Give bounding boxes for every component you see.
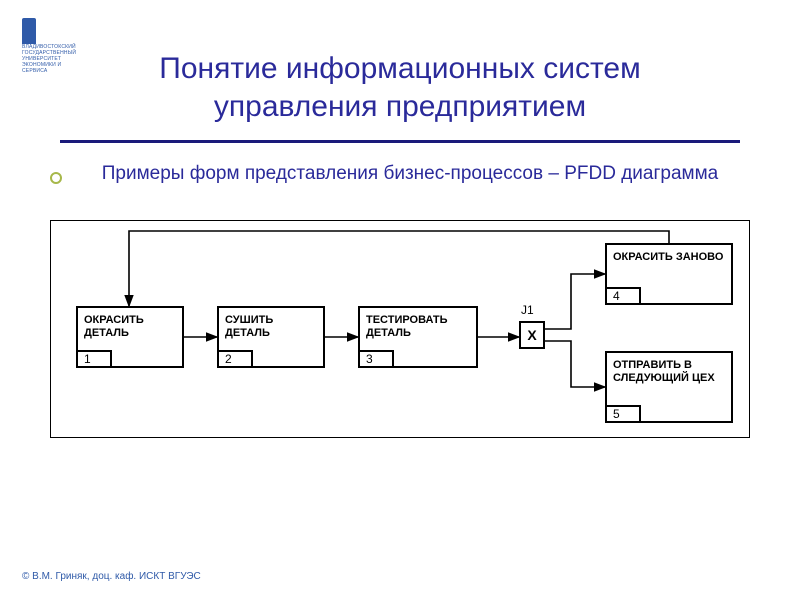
node-number: 4 xyxy=(607,287,641,303)
bullet-icon xyxy=(50,172,62,184)
university-logo: ВЛАДИВОСТОКСКИЙ ГОСУДАРСТВЕННЫЙ УНИВЕРСИ… xyxy=(22,18,97,48)
title-underline xyxy=(60,140,740,143)
title-line-1: Понятие информационных систем xyxy=(159,52,640,85)
slide-title: Понятие информационных систем управления… xyxy=(0,50,800,126)
node-paint-part: ОКРАСИТЬ ДЕТАЛЬ 1 xyxy=(76,306,184,368)
node-number: 5 xyxy=(607,405,641,421)
pfdd-diagram: ОКРАСИТЬ ДЕТАЛЬ 1 СУШИТЬ ДЕТАЛЬ 2 ТЕСТИР… xyxy=(50,220,750,438)
copyright-icon: © xyxy=(22,571,29,582)
node-send-next: ОТПРАВИТЬ В СЛЕДУЮЩИЙ ЦЕХ 5 xyxy=(605,351,733,423)
node-number: 1 xyxy=(78,350,112,366)
node-label: ТЕСТИРОВАТЬ ДЕТАЛЬ xyxy=(366,314,470,340)
node-label: ОТПРАВИТЬ В СЛЕДУЮЩИЙ ЦЕХ xyxy=(613,359,725,385)
node-test-part: ТЕСТИРОВАТЬ ДЕТАЛЬ 3 xyxy=(358,306,478,368)
edge-j1-n4 xyxy=(545,274,605,329)
slide-subtitle: Примеры форм представления бизнес-процес… xyxy=(70,162,750,186)
title-line-2: управления предприятием xyxy=(214,90,586,123)
node-label: ОКРАСИТЬ ЗАНОВО xyxy=(613,251,725,264)
junction-xor: X xyxy=(519,321,545,349)
junction-label: J1 xyxy=(521,303,534,317)
footer-text: В.М. Гриняк, доц. каф. ИСКТ ВГУЭС xyxy=(32,571,201,582)
node-number: 3 xyxy=(360,350,394,366)
node-dry-part: СУШИТЬ ДЕТАЛЬ 2 xyxy=(217,306,325,368)
node-number: 2 xyxy=(219,350,253,366)
node-label: ОКРАСИТЬ ДЕТАЛЬ xyxy=(84,314,176,340)
logo-mark-icon xyxy=(22,18,36,44)
node-repaint: ОКРАСИТЬ ЗАНОВО 4 xyxy=(605,243,733,305)
edge-feedback xyxy=(129,231,669,306)
edge-j1-n5 xyxy=(545,341,605,387)
slide: ВЛАДИВОСТОКСКИЙ ГОСУДАРСТВЕННЫЙ УНИВЕРСИ… xyxy=(0,0,800,600)
slide-footer: © В.М. Гриняк, доц. каф. ИСКТ ВГУЭС xyxy=(22,571,201,582)
node-label: СУШИТЬ ДЕТАЛЬ xyxy=(225,314,317,340)
